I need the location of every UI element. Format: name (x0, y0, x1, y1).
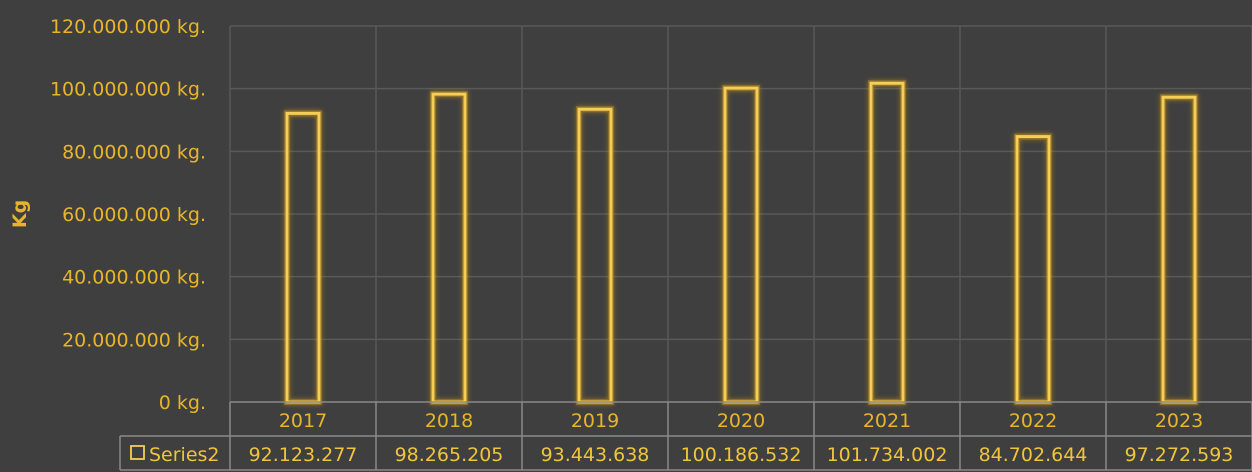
data-table-value: 100.186.532 (681, 444, 802, 466)
gridlines (229, 25, 1252, 402)
bar (869, 81, 905, 404)
bar-glow (1160, 94, 1198, 405)
bar (723, 86, 759, 404)
data-table-value: 97.272.593 (1125, 444, 1234, 466)
x-tick-label: 2018 (425, 410, 473, 432)
data-table-value: 93.443.638 (541, 444, 650, 466)
bar (1161, 95, 1197, 404)
data-table-value: 101.734.002 (827, 444, 948, 466)
x-tick-label: 2023 (1155, 410, 1203, 432)
bar-glow (1014, 133, 1052, 405)
bar-glow (430, 91, 468, 405)
bar (285, 111, 321, 404)
y-axis-ticks: 0 kg. 20.000.000 kg. 40.000.000 kg. 60.000.… (50, 16, 206, 414)
y-tick-label: 0 kg. (159, 392, 206, 414)
bar (1015, 135, 1051, 404)
bar-glow (722, 85, 760, 405)
data-table-value: 92.123.277 (249, 444, 358, 466)
x-tick-label: 2020 (717, 410, 765, 432)
bar (431, 92, 467, 404)
y-axis-label: Kg (9, 200, 31, 228)
data-table-value: 98.265.205 (395, 444, 504, 466)
series-name-label: Series2 (149, 444, 220, 466)
y-tick-label: 120.000.000 kg. (50, 16, 206, 38)
bar-glow (868, 80, 906, 405)
bar-glow (284, 110, 322, 405)
x-tick-label: 2017 (279, 410, 327, 432)
y-tick-label: 80.000.000 kg. (62, 141, 206, 163)
y-tick-label: 20.000.000 kg. (62, 329, 206, 351)
y-tick-label: 40.000.000 kg. (62, 267, 206, 289)
x-tick-label: 2019 (571, 410, 619, 432)
bar (577, 107, 613, 404)
y-tick-label: 60.000.000 kg. (62, 204, 206, 226)
bar-glow (576, 106, 614, 405)
x-tick-label: 2021 (863, 410, 911, 432)
data-table: 2017 2018 2019 2020 2021 2022 2023 Series2 92.12… (119, 401, 1252, 471)
legend-key (130, 445, 145, 460)
y-tick-label: 100.000.000 kg. (50, 79, 206, 101)
data-table-value: 84.702.644 (979, 444, 1088, 466)
bars (284, 80, 1198, 405)
x-tick-label: 2022 (1009, 410, 1057, 432)
